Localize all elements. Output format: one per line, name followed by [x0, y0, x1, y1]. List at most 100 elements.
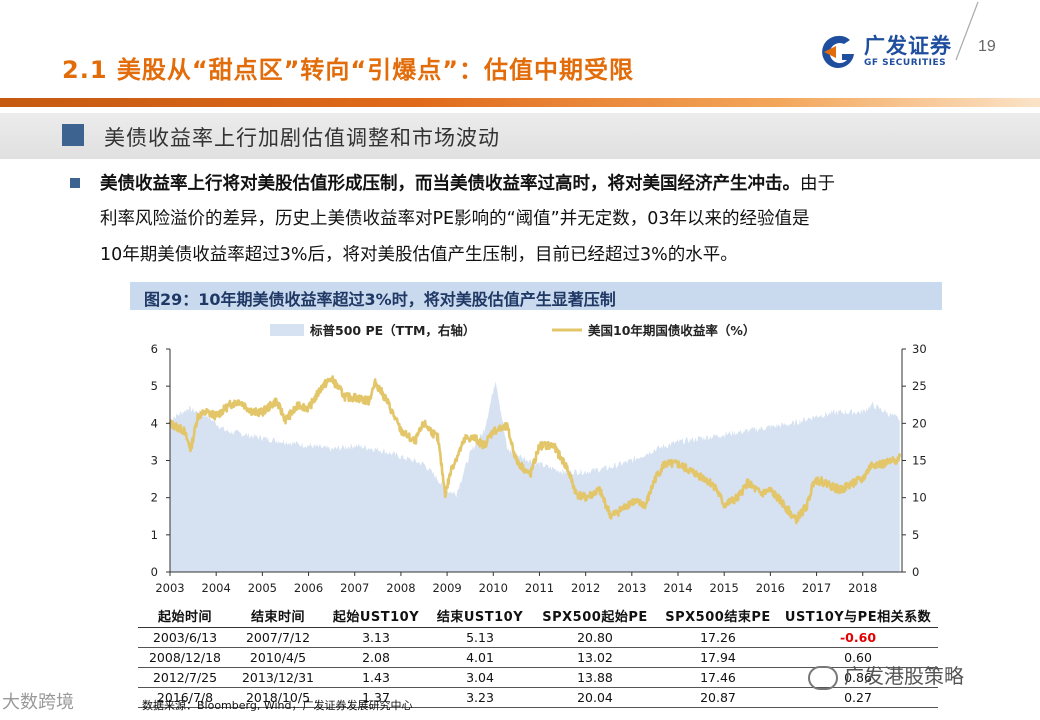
left-tick-label: 1	[151, 528, 158, 542]
left-tick-label: 0	[151, 565, 158, 579]
table-cell: 17.26	[658, 627, 778, 648]
table-cell: 17.94	[658, 647, 778, 668]
page-number: 19	[978, 38, 996, 55]
table-cell: 2013/12/31	[232, 667, 324, 688]
right-tick-label: 30	[912, 342, 927, 356]
x-tick-label: 2008	[386, 581, 415, 595]
table-header-cell: 起始时间	[138, 604, 232, 628]
logo-chinese-text: 广发证券	[864, 34, 952, 58]
table-cell: -0.60	[778, 627, 938, 648]
table-cell: 20.04	[532, 687, 658, 708]
x-tick-label: 2011	[525, 581, 554, 595]
table-cell: 3.04	[428, 667, 532, 688]
legend-yield-label: 美国10年期国债收益率（%）	[588, 323, 755, 338]
table-header-cell: SPX500结束PE	[658, 604, 778, 628]
figure-caption: 图29：10年期美债收益率超过3%时，将对美股估值产生显著压制	[144, 290, 616, 309]
table-cell: 3.13	[324, 627, 428, 648]
data-source-note: 数据来源：Bloomberg, Wind，广发证券发展研究中心	[142, 699, 413, 712]
watermark-right: 广发港股策略	[808, 660, 964, 690]
gf-logo-icon	[822, 35, 854, 68]
chart-legend: 标普500 PE（TTM，右轴） 美国10年期国债收益率（%）	[270, 323, 755, 338]
x-tick-label: 2017	[802, 581, 831, 595]
table-cell: 2008/12/18	[138, 647, 232, 668]
x-tick-label: 2007	[340, 581, 369, 595]
table-header-cell: 结束时间	[232, 604, 324, 628]
table-cell: 2018/10/5	[232, 687, 324, 708]
x-tick-label: 2018	[848, 581, 877, 595]
header-divider-slash	[955, 1, 979, 61]
table-row: 2008/12/18 2010/4/5 2.08 4.01 13.02 17.94 0.60	[138, 647, 938, 668]
table-cell: 4.01	[428, 647, 532, 668]
x-tick-label: 2004	[202, 581, 231, 595]
page-title: 2.1 美股从“甜点区”转向“引爆点”：估值中期受限	[62, 56, 634, 84]
table-cell: 1.37	[324, 687, 428, 708]
x-tick-label: 2005	[248, 581, 277, 595]
table-header-cell: 起始UST10Y	[324, 604, 428, 628]
x-tick-label: 2003	[155, 581, 184, 595]
header-gradient-bar	[0, 98, 1040, 107]
pe-area-series	[170, 381, 900, 572]
table-cell: 13.88	[532, 667, 658, 688]
table-row: 2012/7/25 2013/12/31 1.43 3.04 13.88 17.46 0.8…	[138, 667, 938, 688]
table-cell: 1.43	[324, 667, 428, 688]
left-tick-label: 4	[151, 416, 158, 430]
legend-pe-label: 标普500 PE（TTM，右轴）	[309, 323, 475, 338]
table-cell: 0.60	[778, 647, 938, 668]
section-square-icon	[62, 124, 84, 146]
table-cell: 13.02	[532, 647, 658, 668]
watermark-left: 大数跨境	[2, 688, 74, 714]
section-title: 美债收益率上行加剧估值调整和市场波动	[104, 126, 500, 150]
table-cell: 20.87	[658, 687, 778, 708]
table-row: 2016/7/8 2018/10/5 1.37 3.23 20.04 20.87 0.27	[138, 687, 938, 708]
right-tick-label: 5	[912, 528, 919, 542]
x-tick-label: 2006	[294, 581, 323, 595]
table-cell: 5.13	[428, 627, 532, 648]
table-header-row: 起始时间 结束时间 起始UST10Y 结束UST10Y SPX500起始PE SPX500…	[138, 604, 938, 628]
body-paragraph-line-1: 美债收益率上行将对美股估值形成压制，而当美债收益率过高时，将对美国经济产生冲击。…	[100, 170, 835, 195]
watermark-right-text: 广发港股策略	[844, 664, 964, 688]
body-bold-text: 美债收益率上行将对美股估值形成压制，而当美债收益率过高时，将对美国经济产生冲击。	[100, 174, 800, 194]
gf-securities-logo: 广发证券 GF SECURITIES	[818, 28, 968, 78]
table-cell: 20.80	[532, 627, 658, 648]
table-cell: 3.23	[428, 687, 532, 708]
table-header-cell: 结束UST10Y	[428, 604, 532, 628]
left-tick-label: 5	[151, 379, 158, 393]
table-row: 2003/6/13 2007/7/12 3.13 5.13 20.80 17.26 -0.6…	[138, 627, 938, 648]
x-tick-label: 2014	[663, 581, 692, 595]
yield-line-series	[168, 375, 901, 525]
table-cell: 2010/4/5	[232, 647, 324, 668]
right-tick-label: 15	[912, 454, 927, 468]
x-tick-label: 2016	[756, 581, 785, 595]
correlation-table: 起始时间 结束时间 起始UST10Y 结束UST10Y SPX500起始PE SPX500…	[138, 604, 938, 708]
table-cell: 2007/7/12	[232, 627, 324, 648]
table-cell: 2.08	[324, 647, 428, 668]
table-cell: 2012/7/25	[138, 667, 232, 688]
x-tick-label: 2010	[479, 581, 508, 595]
table-cell: 2003/6/13	[138, 627, 232, 648]
right-tick-label: 20	[912, 416, 927, 430]
table-header-cell: UST10Y与PE相关系数	[778, 604, 938, 628]
right-tick-label: 0	[912, 565, 919, 579]
figure-caption-band	[130, 282, 942, 310]
x-tick-label: 2012	[571, 581, 600, 595]
body-paragraph-line-3: 10年期美债收益率超过3%后，将对美股估值产生压制，目前已经超过3%的水平。	[100, 245, 738, 265]
body-text: 由于	[800, 174, 835, 194]
table-cell: 0.27	[778, 687, 938, 708]
table-cell: 2016/7/8	[138, 687, 232, 708]
body-paragraph-line-2: 利率风险溢价的差异，历史上美债收益率对PE影响的“阈值”并无定数，03年以来的经…	[100, 209, 810, 229]
table-cell: 17.46	[658, 667, 778, 688]
legend-pe-swatch	[270, 324, 304, 336]
x-tick-label: 2015	[710, 581, 739, 595]
right-tick-label: 25	[912, 379, 927, 393]
yield-pe-chart: 标普500 PE（TTM，右轴） 美国10年期国债收益率（%） 01234560…	[132, 312, 940, 602]
logo-english-text: GF SECURITIES	[864, 58, 947, 68]
left-tick-label: 3	[151, 454, 158, 468]
right-tick-label: 10	[912, 491, 927, 505]
left-tick-label: 6	[151, 342, 158, 356]
x-tick-label: 2013	[617, 581, 646, 595]
x-tick-label: 2009	[432, 581, 461, 595]
table-header-cell: SPX500起始PE	[532, 604, 658, 628]
watermark-left-text: 大数跨境	[2, 692, 74, 713]
bullet-square-icon	[70, 178, 80, 188]
plot-area	[168, 375, 901, 572]
